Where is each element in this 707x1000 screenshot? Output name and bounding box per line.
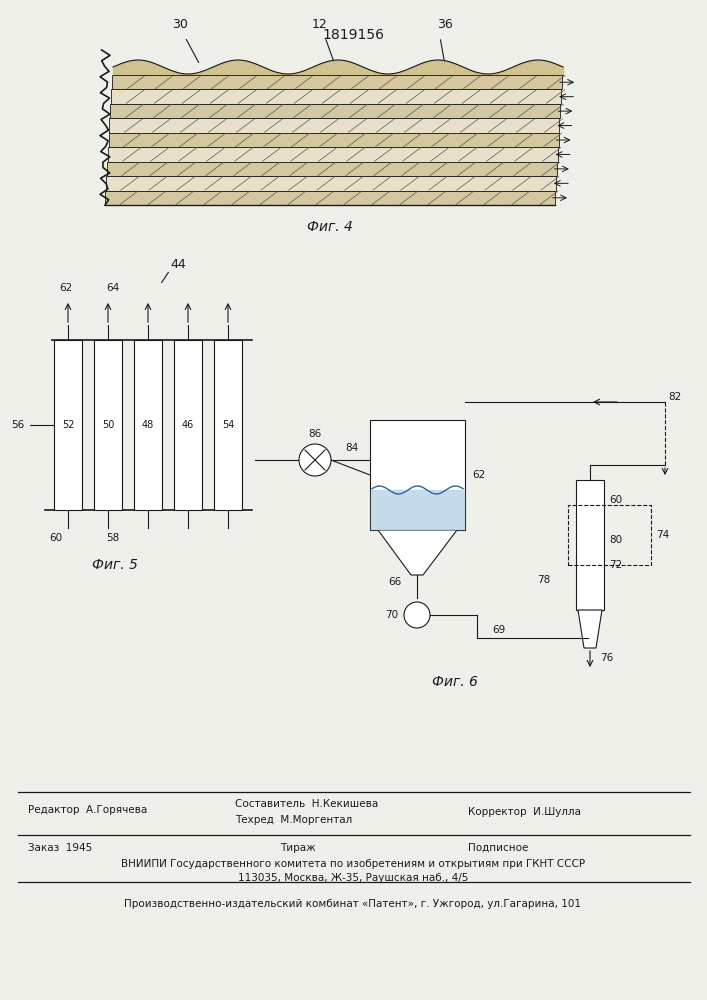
Text: 48: 48 (142, 420, 154, 430)
Text: 62: 62 (59, 283, 73, 293)
Polygon shape (112, 75, 562, 89)
Bar (214, 340, 242, 510)
Text: 86: 86 (308, 429, 322, 439)
Polygon shape (578, 610, 602, 648)
Polygon shape (378, 530, 457, 575)
Text: Составитель  Н.Кекишева: Составитель Н.Кекишева (235, 799, 378, 809)
Text: 82: 82 (668, 392, 682, 402)
Text: 44: 44 (170, 258, 186, 271)
Bar (568, 505, 651, 565)
Text: 76: 76 (600, 653, 613, 663)
Text: Фиг. 5: Фиг. 5 (92, 558, 138, 572)
Text: 56: 56 (11, 420, 25, 430)
Text: 54: 54 (222, 420, 234, 430)
Text: 1819156: 1819156 (322, 28, 384, 42)
Text: 74: 74 (656, 530, 670, 540)
Text: Фиг. 6: Фиг. 6 (432, 675, 478, 689)
Text: 113035, Москва, Ж-35, Раушская наб., 4/5: 113035, Москва, Ж-35, Раушская наб., 4/5 (238, 873, 468, 883)
Bar (174, 340, 202, 510)
Text: 60: 60 (49, 533, 62, 543)
Circle shape (404, 602, 430, 628)
Text: 52: 52 (62, 420, 74, 430)
Bar (576, 480, 604, 610)
Bar (370, 420, 465, 530)
Text: Заказ  1945: Заказ 1945 (28, 843, 92, 853)
Circle shape (299, 444, 331, 476)
Text: 84: 84 (345, 443, 358, 453)
Bar (54, 340, 82, 510)
Text: ВНИИПИ Государственного комитета по изобретениям и открытиям при ГКНТ СССР: ВНИИПИ Государственного комитета по изоб… (121, 859, 585, 869)
Text: 30: 30 (172, 18, 188, 31)
Text: Подписное: Подписное (468, 843, 528, 853)
Text: Редактор  А.Горячева: Редактор А.Горячева (28, 805, 147, 815)
Text: 69: 69 (492, 625, 506, 635)
Text: 66: 66 (388, 577, 402, 587)
Polygon shape (110, 104, 561, 118)
Text: 12: 12 (312, 18, 328, 31)
Text: Тираж: Тираж (280, 843, 315, 853)
Text: 72: 72 (609, 560, 622, 570)
Polygon shape (107, 162, 557, 176)
Polygon shape (110, 118, 559, 133)
Text: Фиг. 4: Фиг. 4 (307, 220, 353, 234)
Text: 50: 50 (102, 420, 115, 430)
Text: 60: 60 (609, 495, 622, 505)
Text: 36: 36 (437, 18, 453, 31)
Text: 46: 46 (182, 420, 194, 430)
Polygon shape (109, 133, 559, 147)
Polygon shape (107, 147, 558, 162)
Polygon shape (106, 176, 556, 191)
Text: 78: 78 (537, 575, 551, 585)
Text: 58: 58 (106, 533, 119, 543)
Text: 62: 62 (472, 470, 485, 480)
Text: 64: 64 (106, 283, 119, 293)
Bar (94, 340, 122, 510)
Text: Техред  М.Моргентал: Техред М.Моргентал (235, 815, 352, 825)
Bar (134, 340, 162, 510)
Text: 80: 80 (609, 535, 622, 545)
Text: Корректор  И.Шулла: Корректор И.Шулла (468, 807, 581, 817)
Text: Производственно-издательский комбинат «Патент», г. Ужгород, ул.Гагарина, 101: Производственно-издательский комбинат «П… (124, 899, 581, 909)
Polygon shape (111, 89, 561, 104)
Text: 70: 70 (385, 610, 398, 620)
Polygon shape (105, 191, 555, 205)
